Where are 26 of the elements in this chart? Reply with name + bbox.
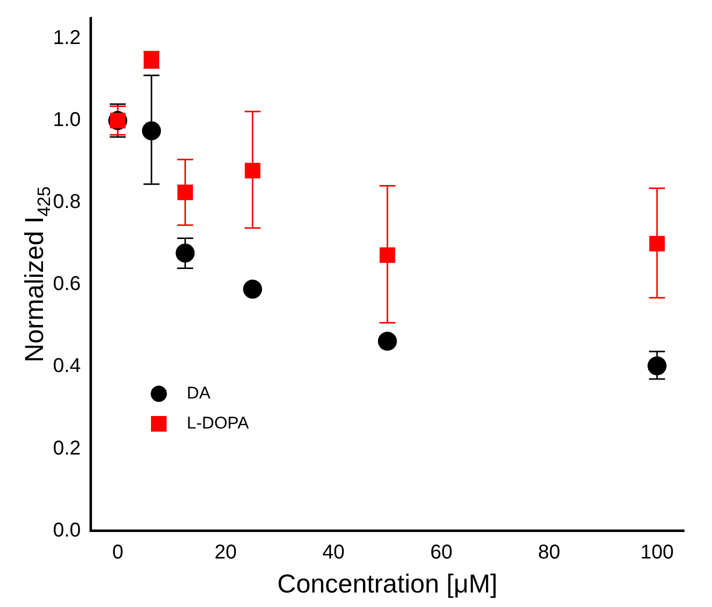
- point: [177, 184, 193, 200]
- point: [176, 244, 195, 263]
- x-tick-label: 0: [112, 541, 124, 564]
- y-tick-label: 1.2: [52, 27, 81, 50]
- point: [649, 236, 665, 252]
- point: [243, 280, 262, 299]
- point: [244, 162, 260, 178]
- y-tick-label: 0.8: [52, 191, 81, 214]
- y-tick-label: 0.4: [52, 355, 81, 378]
- x-tick-label: 60: [430, 541, 452, 564]
- point: [378, 332, 397, 351]
- y-tick-label: 1.0: [52, 109, 81, 132]
- point: [142, 121, 161, 140]
- point: [380, 247, 396, 263]
- x-tick-label: 80: [538, 541, 560, 564]
- y-tick-label: 0.6: [52, 273, 81, 296]
- x-tick-label: 100: [640, 541, 674, 564]
- legend-label: L-DOPA: [186, 413, 250, 432]
- x-tick-label: 20: [214, 541, 237, 564]
- legend-label: DA: [186, 383, 212, 402]
- y-tick-label: 0.0: [52, 519, 81, 542]
- point: [648, 356, 667, 376]
- y-tick-label: 0.2: [52, 437, 81, 460]
- x-axis-title: Concentration [μM]: [277, 568, 498, 599]
- x-tick-label: 40: [322, 541, 345, 564]
- y-axis-title: Normalized I425: [19, 186, 54, 362]
